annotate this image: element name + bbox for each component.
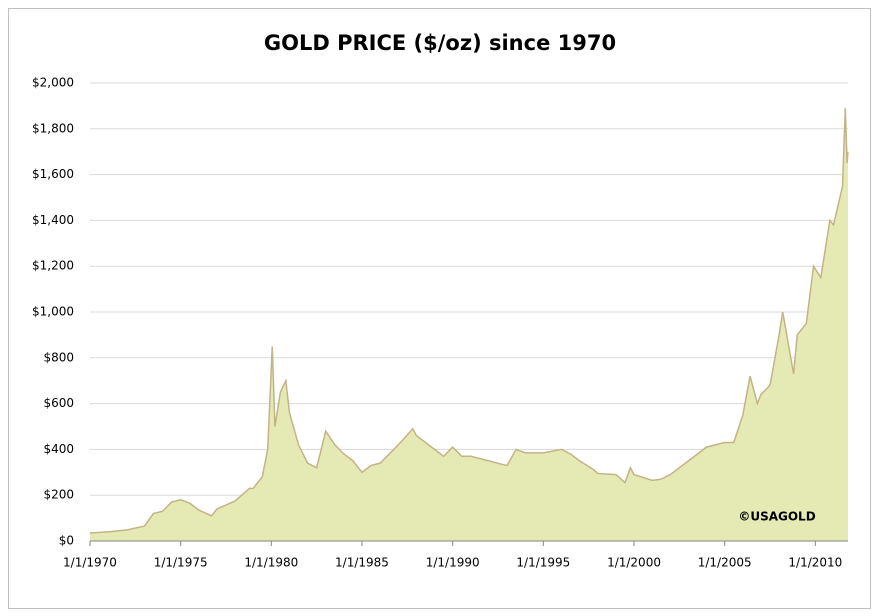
y-tick-label: $400 (43, 442, 74, 456)
annotation: ©USAGOLD (738, 510, 815, 524)
x-tick-label: 1/1/1995 (516, 556, 570, 570)
y-tick-label: $1,600 (32, 167, 74, 181)
x-tick-label: 1/1/1985 (335, 556, 389, 570)
x-tick-label: 1/1/2010 (788, 556, 842, 570)
y-tick-label: $2,000 (32, 76, 74, 90)
x-tick-label: 1/1/1990 (426, 556, 480, 570)
x-tick-label: 1/1/2005 (698, 556, 752, 570)
chart-title: GOLD PRICE ($/oz) since 1970 (264, 31, 616, 55)
x-tick-label: 1/1/1980 (244, 556, 298, 570)
y-tick-label: $600 (43, 396, 74, 410)
y-tick-label: $1,800 (32, 121, 74, 135)
x-tick-label: 1/1/2000 (607, 556, 661, 570)
x-tick-label: 1/1/1970 (63, 556, 117, 570)
y-tick-label: $800 (43, 350, 74, 364)
y-tick-label: $1,200 (32, 259, 74, 273)
x-tick-label: 1/1/1975 (154, 556, 208, 570)
y-tick-label: $200 (43, 488, 74, 502)
y-tick-label: $1,000 (32, 305, 74, 319)
area (90, 108, 848, 541)
y-tick-label: $1,400 (32, 213, 74, 227)
line (89, 108, 849, 534)
y-tick-label: $0 (59, 534, 74, 548)
